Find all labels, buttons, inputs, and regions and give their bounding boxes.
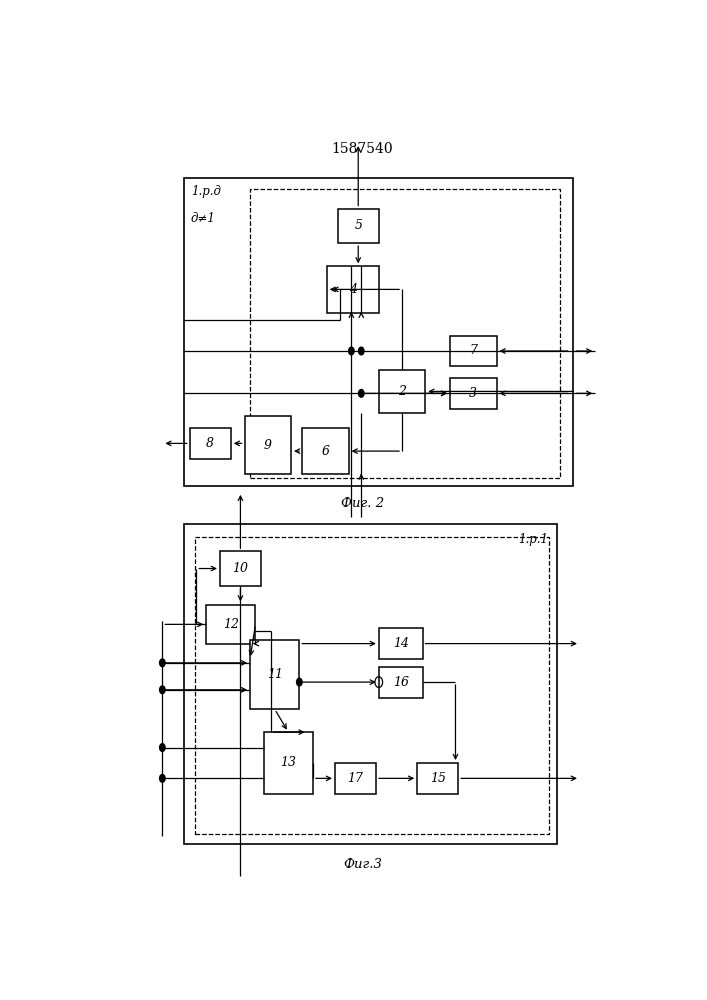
Circle shape bbox=[358, 347, 364, 355]
Circle shape bbox=[358, 389, 364, 397]
Circle shape bbox=[160, 774, 165, 782]
Text: 1.р.1: 1.р.1 bbox=[519, 533, 549, 546]
Text: 10: 10 bbox=[233, 562, 248, 575]
Text: 12: 12 bbox=[223, 618, 239, 631]
Text: 5: 5 bbox=[354, 219, 362, 232]
Bar bbox=[185, 178, 573, 486]
Bar bbox=[220, 551, 261, 586]
Text: Фиг.3: Фиг.3 bbox=[343, 858, 382, 871]
Circle shape bbox=[297, 678, 302, 686]
Text: 1587540: 1587540 bbox=[332, 142, 393, 156]
Bar bbox=[338, 209, 379, 243]
Text: 9: 9 bbox=[264, 439, 271, 452]
Circle shape bbox=[349, 347, 354, 355]
Bar bbox=[417, 763, 458, 794]
Bar bbox=[379, 667, 423, 698]
Text: 3: 3 bbox=[469, 387, 477, 400]
Text: 6: 6 bbox=[322, 445, 329, 458]
Text: 8: 8 bbox=[206, 437, 214, 450]
Bar bbox=[245, 416, 291, 474]
Bar bbox=[327, 266, 379, 312]
Text: 1.р.д: 1.р.д bbox=[191, 185, 221, 198]
Bar bbox=[264, 732, 313, 794]
Bar bbox=[450, 378, 496, 409]
Bar bbox=[250, 189, 560, 478]
Text: 14: 14 bbox=[392, 637, 409, 650]
Text: 11: 11 bbox=[267, 668, 283, 681]
Circle shape bbox=[160, 686, 165, 694]
Text: д≠1: д≠1 bbox=[191, 212, 216, 225]
Circle shape bbox=[160, 659, 165, 667]
Text: 4: 4 bbox=[349, 283, 357, 296]
Bar bbox=[335, 763, 376, 794]
Bar bbox=[195, 537, 549, 834]
Circle shape bbox=[160, 744, 165, 751]
Bar bbox=[379, 370, 426, 413]
Bar bbox=[302, 428, 349, 474]
Text: 13: 13 bbox=[281, 756, 296, 769]
Text: 7: 7 bbox=[469, 344, 477, 358]
Bar bbox=[206, 605, 255, 644]
Text: 15: 15 bbox=[430, 772, 445, 785]
Text: 2: 2 bbox=[398, 385, 406, 398]
Bar bbox=[185, 524, 557, 844]
Bar bbox=[379, 628, 423, 659]
Bar bbox=[189, 428, 231, 459]
Bar bbox=[250, 640, 299, 709]
Text: 17: 17 bbox=[347, 772, 363, 785]
Text: 16: 16 bbox=[392, 676, 409, 689]
Bar bbox=[450, 336, 496, 366]
Text: Фиг. 2: Фиг. 2 bbox=[341, 497, 384, 510]
